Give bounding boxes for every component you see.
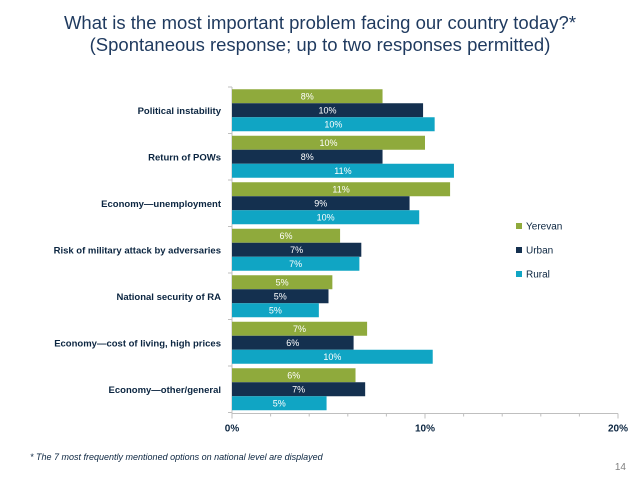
bar-rural bbox=[232, 117, 435, 132]
page-number: 14 bbox=[614, 462, 626, 473]
category-label: Economy—unemployment bbox=[101, 199, 222, 210]
legend-swatch-urban bbox=[516, 247, 522, 253]
category-label: Political instability bbox=[138, 106, 222, 117]
bar-urban bbox=[232, 242, 362, 257]
bar-value-label: 6% bbox=[280, 231, 293, 241]
bar-value-label: 11% bbox=[334, 166, 351, 176]
bar-yerevan bbox=[232, 182, 451, 197]
category-label: National security of RA bbox=[116, 292, 221, 303]
bar-value-label: 7% bbox=[290, 245, 303, 255]
bar-value-label: 5% bbox=[276, 278, 289, 288]
category-label: Risk of military attack by adversaries bbox=[54, 245, 221, 256]
bar-value-label: 8% bbox=[301, 152, 314, 162]
bar-yerevan bbox=[232, 228, 341, 243]
bar-urban bbox=[232, 335, 354, 350]
bar-value-label: 10% bbox=[317, 213, 335, 223]
bar-yerevan bbox=[232, 89, 383, 104]
bar-value-label: 7% bbox=[292, 385, 305, 395]
bar-value-label: 7% bbox=[289, 259, 302, 269]
bar-rural bbox=[232, 303, 319, 318]
bar-rural bbox=[232, 256, 360, 271]
bar-rural bbox=[232, 210, 420, 225]
bar-urban bbox=[232, 382, 366, 397]
bar-yerevan bbox=[232, 135, 425, 150]
x-tick-label: 10% bbox=[415, 424, 435, 435]
legend-swatch-yerevan bbox=[516, 223, 522, 229]
bar-rural bbox=[232, 349, 433, 364]
footnote: * The 7 most frequently mentioned option… bbox=[30, 452, 323, 462]
bar-value-label: 5% bbox=[273, 399, 286, 409]
bar-value-label: 6% bbox=[287, 371, 300, 381]
chart-title: What is the most important problem facin… bbox=[0, 12, 640, 56]
bar-value-label: 11% bbox=[332, 185, 349, 195]
bar-value-label: 10% bbox=[323, 352, 341, 362]
bar-urban bbox=[232, 149, 383, 164]
legend-label: Urban bbox=[526, 246, 553, 257]
bar-value-label: 6% bbox=[286, 338, 299, 348]
bar-value-label: 10% bbox=[319, 106, 337, 116]
category-label: Return of POWs bbox=[148, 152, 221, 163]
bar-rural bbox=[232, 163, 454, 178]
x-tick-label: 20% bbox=[608, 424, 628, 435]
bar-value-label: 9% bbox=[314, 199, 327, 209]
bar-urban bbox=[232, 103, 424, 118]
category-label: Economy—other/general bbox=[109, 385, 221, 396]
legend-swatch-rural bbox=[516, 271, 522, 277]
legend-label: Yerevan bbox=[526, 222, 562, 233]
bar-value-label: 10% bbox=[324, 120, 342, 130]
title-line-1: What is the most important problem facin… bbox=[63, 12, 577, 33]
title-line-2: (Spontaneous response; up to two respons… bbox=[89, 34, 551, 55]
legend-label: Rural bbox=[526, 270, 550, 281]
bar-value-label: 7% bbox=[293, 324, 306, 334]
bar-value-label: 5% bbox=[269, 306, 282, 316]
bar-value-label: 8% bbox=[301, 92, 314, 102]
category-label: Economy—cost of living, high prices bbox=[54, 338, 221, 349]
bar-value-label: 10% bbox=[319, 138, 337, 148]
bar-rural bbox=[232, 396, 327, 411]
bar-yerevan bbox=[232, 321, 368, 336]
x-tick-label: 0% bbox=[225, 424, 240, 435]
bar-yerevan bbox=[232, 368, 356, 383]
bar-urban bbox=[232, 289, 329, 304]
bar-urban bbox=[232, 196, 410, 211]
bar-yerevan bbox=[232, 275, 333, 290]
bar-value-label: 5% bbox=[274, 292, 287, 302]
